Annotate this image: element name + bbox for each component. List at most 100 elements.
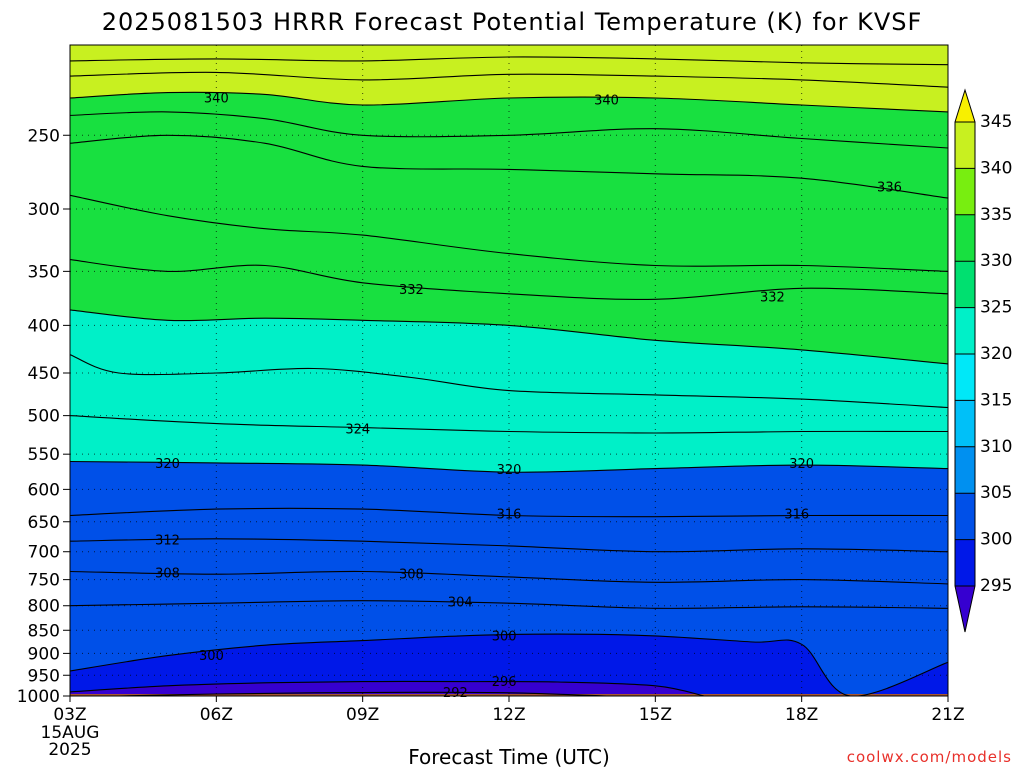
x-tick-label: 09Z: [346, 705, 379, 725]
contour-label: 308: [399, 568, 424, 583]
contour-line: [70, 91, 948, 113]
y-tick-label: 800: [28, 597, 60, 617]
contour-line: [70, 600, 948, 609]
x-date-label: 15AUG: [41, 723, 100, 743]
colorbar-swatch: [955, 90, 975, 122]
y-tick-label: 850: [28, 621, 60, 641]
colorbar-label: 300: [980, 530, 1012, 550]
contour-line: [70, 538, 948, 553]
y-axis: 250 300 350 400 450 500 550 600 650 700 750 800 850 9…: [17, 126, 70, 707]
contour-line: [70, 680, 705, 696]
contour-label: 308: [155, 567, 180, 582]
y-tick-label: 450: [28, 364, 60, 384]
colorbar-swatch: [955, 400, 975, 448]
y-tick-label: 700: [28, 543, 60, 563]
y-tick-label: 350: [28, 262, 60, 282]
band-fill: [70, 45, 948, 364]
contour-label: 320: [789, 457, 814, 472]
contour-label: 300: [492, 629, 517, 644]
y-tick-label: 300: [28, 200, 60, 220]
y-tick-label: 650: [28, 513, 60, 533]
contour-line: [70, 71, 948, 88]
contour-label: 320: [497, 463, 522, 478]
colorbar-label: 340: [980, 158, 1012, 178]
contour-label: 316: [784, 508, 809, 523]
colorbar-swatch: [955, 493, 975, 541]
colorbar-label: 325: [980, 298, 1012, 318]
contour-line: [70, 415, 948, 434]
colorbar-label: 315: [980, 390, 1012, 410]
band-fill: [70, 681, 705, 696]
y-tick-label: 600: [28, 480, 60, 500]
contour-label: 292: [443, 686, 468, 701]
colorbar-label: 320: [980, 344, 1012, 364]
colorbar-swatch: [955, 446, 975, 494]
colorbar-swatch: [955, 307, 975, 355]
contour-line: [70, 354, 948, 409]
contour-label: 324: [345, 423, 370, 438]
x-tick-label: 15Z: [639, 705, 672, 725]
y-tick-label: 950: [28, 666, 60, 686]
colorbar-label: 330: [980, 251, 1012, 271]
contour-label: 316: [497, 508, 522, 523]
contour-label: 304: [448, 596, 473, 611]
colorbar-swatch: [955, 261, 975, 309]
contour-label: 300: [199, 649, 224, 664]
contour-line: [70, 259, 948, 300]
y-tick-label: 250: [28, 126, 60, 146]
contour-label: 296: [492, 675, 517, 690]
colorbar-swatch: [955, 122, 975, 169]
y-tick-label: 400: [28, 316, 60, 336]
band-fill: [70, 634, 948, 696]
contour-label: 340: [204, 91, 229, 106]
colorbar-label: 335: [980, 205, 1012, 225]
y-tick-label: 550: [28, 445, 60, 465]
x-tick-label: 21Z: [931, 705, 964, 725]
y-tick-label: 500: [28, 407, 60, 427]
temperature-fill-layer: [70, 45, 948, 696]
contour-label: 332: [760, 291, 785, 306]
band-fill: [70, 45, 948, 112]
contour-line: [70, 56, 948, 66]
contour-line: [70, 134, 948, 199]
y-tick-label: 1000: [17, 687, 60, 707]
contour-line: [70, 309, 948, 365]
y-tick-label: 900: [28, 644, 60, 664]
below-ground-fill: [70, 694, 948, 696]
x-tick-label: 18Z: [785, 705, 818, 725]
colorbar-swatch: [955, 539, 975, 587]
colorbar-fill: [955, 90, 975, 632]
credit-text: coolwx.com/models: [847, 748, 1012, 766]
contour-line: [70, 507, 948, 518]
chart-title: 2025081503 HRRR Forecast Potential Tempe…: [102, 8, 923, 36]
colorbar-label: 305: [980, 483, 1012, 503]
x-axis-label: Forecast Time (UTC): [408, 745, 610, 768]
x-tick-label: 12Z: [492, 705, 525, 725]
contour-line: [118, 691, 607, 696]
colorbar: 345 340 335 330 325 320 315 310 305 300 295: [954, 88, 1012, 633]
contour-line: [70, 570, 948, 585]
contour-label: 332: [399, 283, 424, 298]
x-tick-label: 03Z: [53, 705, 86, 725]
colorbar-label: 295: [980, 576, 1012, 596]
colorbar-swatch: [955, 586, 975, 632]
colorbar-label: 345: [980, 112, 1012, 132]
contour-label: 320: [155, 457, 180, 472]
contour-line: [70, 111, 948, 149]
contour-line: [70, 633, 948, 696]
contour-line: [70, 194, 948, 272]
contour-line: [70, 460, 948, 473]
colorbar-label: 310: [980, 437, 1012, 457]
x-date-label: 2025: [48, 740, 91, 760]
x-tick-label: 06Z: [200, 705, 233, 725]
contour-label: 336: [877, 180, 902, 195]
colorbar-swatch: [955, 354, 975, 401]
colorbar-swatch: [955, 214, 975, 262]
contour-labels: 340 340 336 332 332 324 320 320 320 316 316 312 308 3…: [155, 91, 902, 700]
contour-label: 312: [155, 534, 180, 549]
below-ground-layer: [70, 694, 948, 696]
contour-lines: [70, 56, 948, 696]
contour-label: 340: [594, 93, 619, 108]
y-tick-label: 750: [28, 571, 60, 591]
